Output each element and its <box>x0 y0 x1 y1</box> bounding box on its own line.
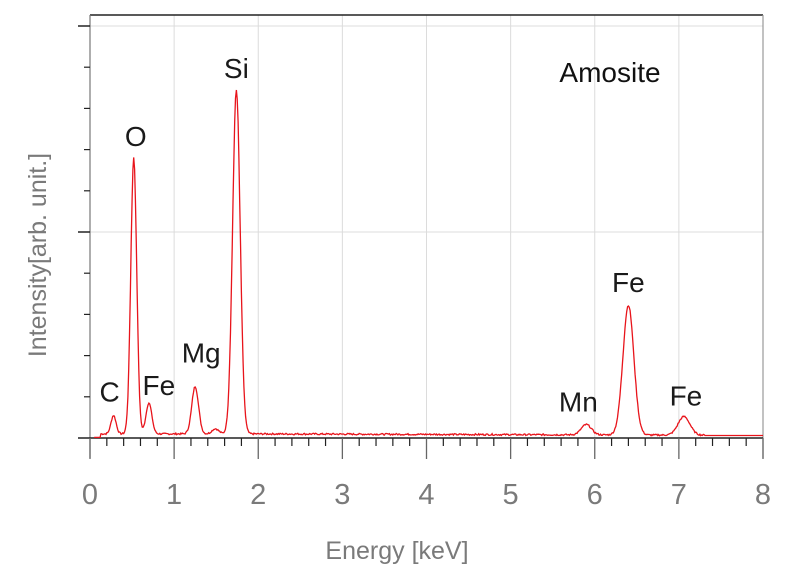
peak-label-fe: Fe <box>612 267 645 298</box>
axes <box>78 14 764 458</box>
grid-lines <box>90 15 763 438</box>
peak-label-mn: Mn <box>559 387 598 418</box>
x-tick-label: 5 <box>503 479 519 511</box>
chart-title: Amosite <box>559 57 660 88</box>
y-axis-title: Intensity[arb. unit.] <box>24 153 52 357</box>
x-tick-label: 8 <box>755 479 771 511</box>
x-tick-label: 7 <box>671 479 687 511</box>
x-tick-label: 0 <box>82 479 98 511</box>
x-axis-title: Energy [keV] <box>325 537 468 565</box>
axis-ticks <box>78 25 764 459</box>
peak-label-fe: Fe <box>143 370 176 401</box>
x-tick-label: 3 <box>334 479 350 511</box>
spectrum-line <box>94 89 763 439</box>
peak-label-si: Si <box>224 53 249 84</box>
x-tick-label: 6 <box>587 479 603 511</box>
peak-label-mg: Mg <box>182 338 221 369</box>
peak-label-o: O <box>125 121 147 152</box>
x-tick-label: 1 <box>166 479 182 511</box>
x-tick-label: 4 <box>418 479 434 511</box>
peak-label-c: C <box>99 376 119 407</box>
peak-label-fe: Fe <box>670 380 703 411</box>
x-tick-labels: 0 1 2 3 4 5 6 7 8 <box>82 479 771 511</box>
x-tick-label: 2 <box>250 479 266 511</box>
